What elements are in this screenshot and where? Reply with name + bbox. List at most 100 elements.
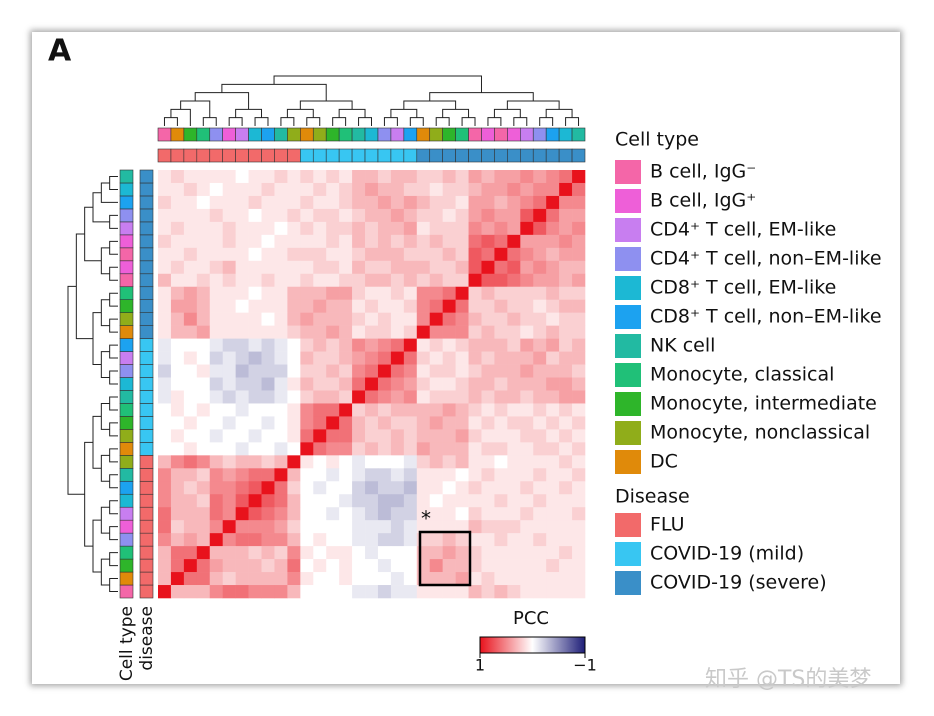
heatmap-cell	[196, 455, 211, 469]
heatmap-cell	[313, 325, 327, 339]
legend-swatch	[615, 513, 641, 537]
heatmap-cell	[429, 533, 443, 547]
heatmap-cell	[248, 429, 262, 443]
heatmap-cell	[533, 364, 547, 378]
legend-swatch	[615, 363, 641, 387]
heatmap-cell	[313, 247, 327, 262]
heatmap-cell	[352, 260, 366, 275]
heatmap-cell	[300, 260, 314, 275]
disease-bar-cell	[325, 148, 340, 163]
heatmap-cell	[352, 390, 366, 404]
heatmap-cell	[507, 195, 521, 210]
heatmap-cell	[494, 286, 508, 300]
heatmap-cell	[183, 208, 198, 223]
heatmap-cell	[222, 221, 236, 236]
heatmap-cell	[261, 546, 275, 560]
heatmap-cell	[313, 208, 327, 223]
heatmap-cell	[352, 208, 366, 223]
heatmap-cell	[248, 325, 262, 339]
heatmap-cell	[546, 273, 560, 288]
heatmap-cell	[196, 208, 211, 223]
heatmap-cell	[196, 559, 211, 573]
disease-bar-cell	[571, 148, 586, 163]
heatmap-cell	[416, 468, 431, 482]
heatmap-cell	[222, 351, 236, 365]
heatmap-cell	[287, 403, 301, 417]
heatmap-cell	[494, 442, 508, 456]
heatmap-cell	[300, 572, 314, 586]
legend-label: Monocyte, nonclassical	[650, 422, 870, 444]
heatmap-cell	[494, 533, 508, 547]
heatmap-cell	[533, 182, 547, 197]
heatmap-cell	[468, 234, 482, 249]
heatmap-cell	[429, 403, 443, 417]
heatmap-cell	[559, 351, 573, 365]
cell-type-bar-cell	[416, 127, 431, 142]
heatmap-cell	[416, 325, 431, 339]
heatmap-cell	[455, 234, 469, 249]
heatmap-cell	[468, 351, 482, 365]
heatmap-cell	[326, 182, 340, 197]
heatmap-cell	[170, 221, 185, 236]
heatmap-cell	[235, 481, 249, 495]
heatmap-cell	[313, 299, 327, 313]
heatmap-cell	[287, 559, 301, 573]
heatmap-cell	[261, 351, 275, 365]
heatmap-cell	[158, 234, 172, 249]
heatmap-cell	[507, 312, 521, 326]
heatmap-cell	[209, 494, 223, 508]
heatmap-cell	[377, 234, 392, 249]
cell-type-bar-cell	[119, 558, 134, 573]
heatmap-cell	[442, 377, 456, 391]
heatmap-cell	[494, 351, 508, 365]
heatmap-cell	[520, 364, 534, 378]
heatmap-cell	[468, 403, 482, 417]
heatmap-cell	[403, 585, 418, 599]
heatmap-cell	[196, 221, 211, 236]
heatmap-cell	[533, 572, 547, 586]
heatmap-cell	[546, 247, 560, 262]
heatmap-cell	[158, 442, 172, 456]
heatmap-cell	[352, 234, 366, 249]
heatmap-cell	[494, 572, 508, 586]
heatmap-cell	[158, 182, 172, 197]
heatmap-cell	[468, 208, 482, 223]
heatmap-cell	[339, 312, 353, 326]
heatmap-cell	[313, 468, 327, 482]
disease-bar-cell	[139, 221, 154, 236]
heatmap-cell	[468, 364, 482, 378]
heatmap-cell	[494, 520, 508, 534]
heatmap-cell	[170, 208, 185, 223]
heatmap-cell	[546, 442, 560, 456]
heatmap-cell	[403, 468, 418, 482]
heatmap-cell	[170, 585, 185, 599]
highlight-box	[418, 530, 472, 587]
heatmap-cell	[442, 546, 456, 560]
heatmap-cell	[352, 442, 366, 456]
heatmap-cell	[326, 364, 340, 378]
heatmap-cell	[313, 312, 327, 326]
disease-bar-cell	[235, 148, 249, 163]
heatmap-cell	[300, 429, 314, 443]
heatmap-cell	[274, 234, 288, 249]
heatmap-cell	[546, 520, 560, 534]
heatmap-cell	[403, 572, 418, 586]
heatmap-cell	[313, 364, 327, 378]
heatmap-cell	[377, 260, 392, 275]
heatmap-cell	[261, 403, 275, 417]
annotation-bar-label: disease	[137, 606, 157, 671]
heatmap-cell	[442, 260, 456, 275]
heatmap-cell	[300, 390, 314, 404]
heatmap-cell	[468, 572, 482, 586]
heatmap-cell	[352, 494, 366, 508]
heatmap-cell	[377, 455, 392, 469]
heatmap-cell	[183, 416, 198, 430]
heatmap-cell	[326, 572, 340, 586]
heatmap-cell	[494, 507, 508, 521]
heatmap-cell	[520, 507, 534, 521]
heatmap-cell	[209, 208, 223, 223]
heatmap-cell	[183, 286, 198, 300]
cell-type-bar-cell	[119, 260, 134, 275]
heatmap-cell	[533, 286, 547, 300]
heatmap-cell	[209, 507, 223, 521]
